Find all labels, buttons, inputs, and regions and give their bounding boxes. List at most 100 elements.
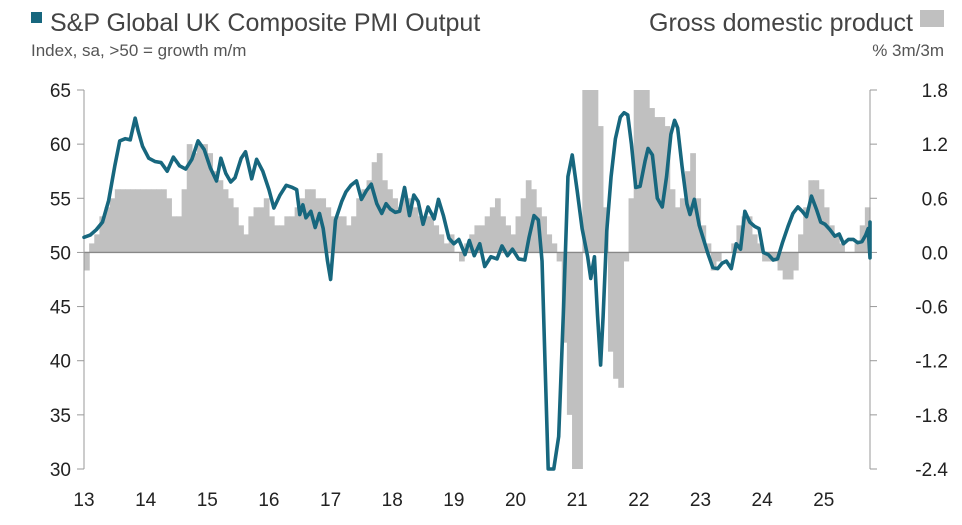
gdp-bar — [140, 189, 147, 253]
gdp-bar — [428, 216, 434, 253]
y-left-tick-label: 45 — [50, 298, 71, 319]
gdp-bar — [135, 189, 142, 253]
gdp-bar — [710, 252, 717, 271]
x-tick-label: 23 — [690, 490, 711, 511]
gdp-bar — [376, 153, 383, 253]
gdp-bar — [268, 216, 275, 253]
gdp-bar — [813, 180, 820, 253]
gdp-bar — [515, 216, 522, 253]
gdp-bar — [643, 90, 650, 253]
gdp-bar — [520, 198, 527, 253]
gdp-legend-subtitle: % 3m/3m — [872, 41, 944, 60]
y-left-tick-label: 40 — [50, 352, 71, 373]
gdp-bar — [525, 180, 532, 253]
gdp-bar — [284, 216, 291, 253]
gdp-bar — [787, 252, 794, 280]
gdp-bar — [649, 108, 655, 253]
gdp-bar — [541, 216, 547, 253]
gdp-bar — [469, 234, 476, 253]
gdp-bar — [412, 207, 419, 253]
gdp-bar — [618, 252, 625, 388]
gdp-bar — [171, 216, 178, 253]
gdp-bar — [150, 189, 157, 253]
y-left-tick-label: 50 — [50, 243, 71, 264]
gdp-bar — [294, 207, 301, 253]
gdp-bar — [484, 216, 491, 253]
gdp-bar — [633, 90, 640, 253]
gdp-bar — [94, 234, 101, 253]
x-tick-label: 14 — [135, 490, 157, 511]
gdp-bar — [551, 243, 558, 253]
gdp-bar — [664, 126, 671, 253]
gdp-bar — [854, 243, 861, 253]
y-left-tick-label: 60 — [50, 135, 71, 156]
gdp-bar — [397, 207, 404, 253]
x-tick-label: 22 — [628, 490, 649, 511]
gdp-bar — [356, 198, 363, 253]
gdp-bar — [443, 243, 450, 253]
gdp-bar — [279, 225, 285, 253]
gdp-bar-series — [84, 90, 871, 469]
gdp-bar — [577, 252, 583, 469]
gdp-bar — [474, 225, 481, 253]
gdp-bar — [99, 216, 106, 253]
gdp-bar — [741, 216, 748, 253]
gdp-bar — [572, 252, 578, 469]
gdp-bar — [361, 189, 368, 253]
gdp-bar — [556, 252, 563, 262]
y-left-tick-label: 65 — [50, 81, 71, 102]
gdp-bar — [423, 216, 429, 253]
gdp-bar — [166, 198, 172, 253]
gdp-bar — [304, 189, 311, 253]
gdp-bar — [834, 234, 840, 253]
gdp-bar — [746, 216, 753, 253]
y-right-tick-label: -2.4 — [915, 460, 948, 481]
gdp-bar — [346, 225, 352, 253]
x-tick-label: 15 — [197, 490, 218, 511]
y-right-tick-label: 1.8 — [922, 81, 948, 102]
legend-right: Gross domestic product % 3m/3m — [649, 9, 944, 60]
gdp-bar — [274, 225, 280, 253]
y-left-tick-label: 30 — [50, 460, 71, 481]
gdp-bar — [243, 234, 249, 253]
gdp-bar — [351, 216, 357, 253]
gdp-bar — [381, 180, 388, 253]
gdp-bar — [628, 198, 635, 253]
gdp-bar — [387, 189, 393, 253]
gdp-bar — [248, 216, 255, 253]
gdp-bar — [479, 225, 486, 253]
gdp-bar — [238, 225, 244, 253]
gdp-bar — [145, 189, 152, 253]
gdp-bar — [803, 207, 809, 253]
gdp-bar — [623, 252, 630, 262]
gdp-bar — [212, 171, 219, 253]
pmi-legend-title: S&P Global UK Composite PMI Output — [50, 9, 480, 37]
gdp-bar — [566, 252, 573, 415]
gdp-bar — [459, 252, 465, 262]
gdp-bar — [417, 216, 424, 253]
y-right-tick-label: 0.6 — [922, 189, 948, 210]
gdp-bar — [582, 90, 589, 253]
gdp-bar — [258, 207, 265, 253]
gdp-bar — [104, 207, 111, 253]
gdp-bar — [613, 252, 619, 379]
gdp-bar — [335, 216, 342, 253]
gdp-bar — [792, 252, 799, 271]
gdp-bar — [340, 216, 347, 253]
gdp-bar — [325, 207, 332, 253]
gdp-bar — [736, 225, 743, 253]
y-axis-left: 65 60 55 50 45 40 35 30 — [50, 81, 84, 481]
gdp-bar — [315, 198, 321, 253]
x-tick-label: 24 — [752, 490, 774, 511]
gdp-bar — [505, 225, 511, 253]
gdp-bar — [232, 207, 239, 253]
gdp-bar — [608, 252, 614, 352]
gdp-bar — [828, 225, 835, 253]
x-tick-label: 21 — [567, 490, 588, 511]
gdp-bar — [839, 243, 845, 253]
x-tick-label: 25 — [813, 490, 834, 511]
gdp-bar — [289, 216, 296, 253]
gdp-bar — [500, 216, 506, 253]
gdp-bar — [433, 225, 440, 253]
